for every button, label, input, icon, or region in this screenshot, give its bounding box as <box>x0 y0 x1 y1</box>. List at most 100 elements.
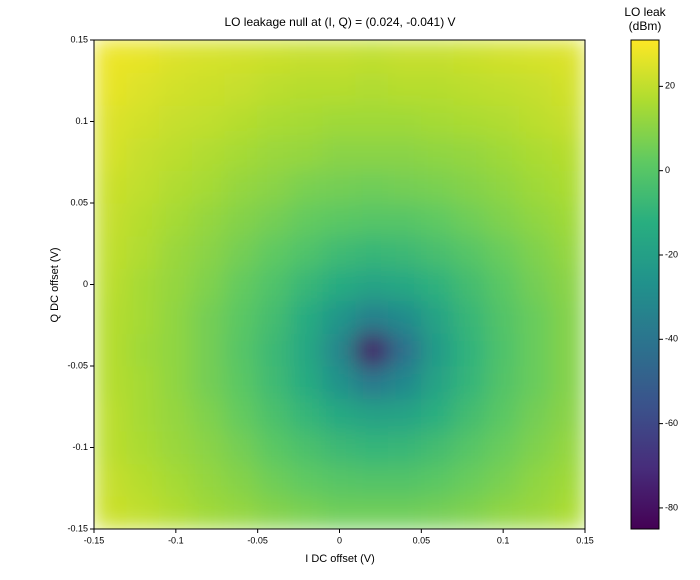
heatmap-cell <box>94 430 128 465</box>
heatmap-cell <box>224 267 259 302</box>
heatmap-cell <box>519 332 553 367</box>
heatmap-cell <box>420 202 455 237</box>
heatmap-cell <box>94 235 128 269</box>
heatmap-cell <box>486 40 521 74</box>
heatmap-cell <box>519 267 553 302</box>
heatmap-cell <box>486 300 521 334</box>
heatmap-cell <box>420 137 455 171</box>
heatmap-cell <box>551 495 585 529</box>
heatmap-cell <box>551 398 585 432</box>
heatmap-cell <box>224 137 259 171</box>
heatmap-cell <box>388 169 422 204</box>
heatmap-cell <box>158 267 193 302</box>
heatmap-cell <box>519 495 553 529</box>
colorbar-title: LO leak <box>624 5 666 19</box>
heatmap-cell <box>289 365 324 400</box>
heatmap-cell <box>486 430 521 465</box>
heatmap-cell <box>191 300 226 334</box>
heatmap-cell <box>126 495 160 529</box>
heatmap-cell <box>191 104 226 139</box>
y-tick-label: -0.05 <box>67 360 88 370</box>
heatmap-cell <box>322 430 357 465</box>
heatmap-cell <box>322 169 357 204</box>
heatmap-cell <box>289 267 324 302</box>
chart-title: LO leakage null at (I, Q) = (0.024, -0.0… <box>224 15 455 29</box>
heatmap-cell <box>519 72 553 106</box>
heatmap-cell <box>289 495 324 529</box>
heatmap-cell <box>551 137 585 171</box>
heatmap-cell <box>94 463 128 497</box>
heatmap-cell <box>519 463 553 497</box>
heatmap-cell <box>191 463 226 497</box>
heatmap-cell <box>388 463 422 497</box>
heatmap-cell <box>355 137 390 171</box>
heatmap-cell <box>126 398 160 432</box>
heatmap-cell <box>388 430 422 465</box>
heatmap-cell <box>420 40 455 74</box>
heatmap-cell <box>355 300 390 334</box>
colorbar-tick-label: 20 <box>665 81 675 91</box>
heatmap-cell <box>257 169 291 204</box>
heatmap-cell <box>355 463 390 497</box>
heatmap-cell <box>158 72 193 106</box>
heatmap-cell <box>224 365 259 400</box>
heatmap-cell <box>551 72 585 106</box>
x-tick-label: 0 <box>337 535 342 545</box>
heatmap-cell <box>453 332 488 367</box>
heatmap-cell <box>453 365 488 400</box>
heatmap-cell <box>388 300 422 334</box>
heatmap-cell <box>257 463 291 497</box>
heatmap-cell <box>289 202 324 237</box>
heatmap-cell <box>322 235 357 269</box>
heatmap-cell <box>420 398 455 432</box>
heatmap-cell <box>322 365 357 400</box>
heatmap-cell <box>257 202 291 237</box>
heatmap-cell <box>355 169 390 204</box>
heatmap-cell <box>486 169 521 204</box>
x-tick-label: -0.1 <box>168 535 184 545</box>
x-tick-label: 0.1 <box>497 535 510 545</box>
heatmap-cell <box>519 169 553 204</box>
heatmap-cell <box>420 104 455 139</box>
heatmap-cell <box>289 104 324 139</box>
heatmap-cell <box>388 332 422 367</box>
heatmap-cell <box>420 267 455 302</box>
heatmap-cell <box>94 169 128 204</box>
heatmap-cell <box>453 137 488 171</box>
heatmap-cell <box>551 235 585 269</box>
heatmap-cell <box>322 267 357 302</box>
heatmap-cell <box>158 202 193 237</box>
y-tick-label: 0.15 <box>70 34 88 44</box>
heatmap-cell <box>322 40 357 74</box>
heatmap-cell <box>551 40 585 74</box>
heatmap-cell <box>420 72 455 106</box>
heatmap-cell <box>420 235 455 269</box>
heatmap-cell <box>126 169 160 204</box>
heatmap-cell <box>126 430 160 465</box>
heatmap-cell <box>453 72 488 106</box>
heatmap-cell <box>257 365 291 400</box>
heatmap-cell <box>257 104 291 139</box>
heatmap-cell <box>519 40 553 74</box>
heatmap-cell <box>355 495 390 529</box>
heatmap-cell <box>420 169 455 204</box>
heatmap-cell <box>126 40 160 74</box>
heatmap-cell <box>158 495 193 529</box>
heatmap-cell <box>486 235 521 269</box>
heatmap-cell <box>486 137 521 171</box>
heatmap-cell <box>453 463 488 497</box>
y-tick-label: 0.1 <box>75 116 88 126</box>
heatmap-cell <box>289 72 324 106</box>
heatmap-cell <box>191 137 226 171</box>
heatmap-cell <box>224 72 259 106</box>
heatmap-cell <box>355 430 390 465</box>
x-tick-label: 0.15 <box>576 535 594 545</box>
heatmap-cell <box>126 267 160 302</box>
y-tick-label: 0 <box>83 279 88 289</box>
heatmap-cell <box>322 463 357 497</box>
heatmap-cell <box>224 398 259 432</box>
heatmap-cell <box>453 40 488 74</box>
heatmap-cell <box>420 332 455 367</box>
heatmap-cell <box>126 365 160 400</box>
heatmap-cell <box>289 40 324 74</box>
